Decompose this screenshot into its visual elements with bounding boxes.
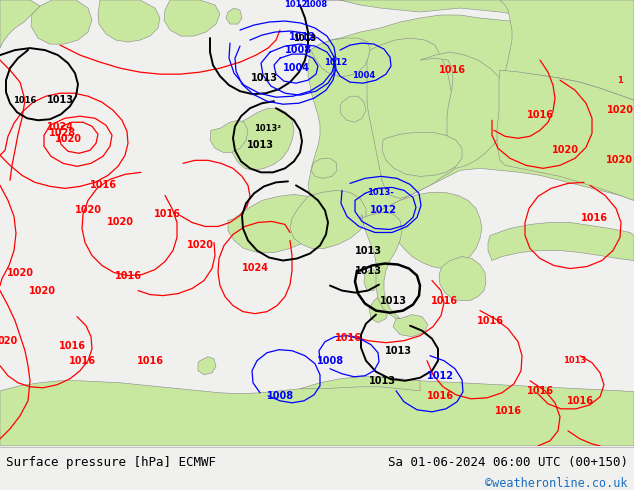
- Text: 1016: 1016: [58, 341, 86, 351]
- Text: 1013: 1013: [384, 346, 411, 356]
- Text: 1020: 1020: [75, 205, 101, 216]
- Text: 1016: 1016: [153, 209, 181, 220]
- Text: 1013: 1013: [247, 140, 273, 150]
- Text: 1013: 1013: [250, 73, 278, 83]
- Text: 1016: 1016: [526, 386, 553, 396]
- Text: 1016: 1016: [477, 316, 503, 326]
- Text: 1020: 1020: [552, 146, 578, 155]
- Text: 1020: 1020: [607, 105, 633, 115]
- Text: 1020: 1020: [107, 218, 134, 227]
- Text: 1012: 1012: [370, 205, 396, 216]
- Text: 020: 020: [0, 336, 18, 345]
- Text: 1020: 1020: [605, 155, 633, 165]
- Polygon shape: [290, 191, 366, 248]
- Polygon shape: [488, 222, 634, 261]
- Text: 1013: 1013: [380, 295, 406, 306]
- Polygon shape: [420, 52, 508, 169]
- Text: 1016: 1016: [89, 180, 117, 191]
- Polygon shape: [0, 381, 634, 446]
- Text: 1016: 1016: [115, 270, 141, 281]
- Polygon shape: [98, 0, 160, 42]
- Text: 1016: 1016: [567, 396, 593, 406]
- Polygon shape: [228, 195, 322, 252]
- Polygon shape: [360, 213, 402, 318]
- Text: 1012: 1012: [427, 371, 453, 381]
- Polygon shape: [31, 0, 92, 44]
- Text: 1013: 1013: [294, 34, 316, 43]
- Text: Surface pressure [hPa] ECMWF: Surface pressure [hPa] ECMWF: [6, 456, 216, 469]
- Polygon shape: [210, 120, 248, 152]
- Text: 1004: 1004: [353, 71, 375, 80]
- Text: 1013: 1013: [354, 245, 382, 255]
- Polygon shape: [0, 0, 40, 48]
- Polygon shape: [308, 15, 634, 221]
- Text: 1012: 1012: [325, 58, 347, 67]
- Text: 1013: 1013: [354, 266, 382, 275]
- Polygon shape: [380, 193, 482, 269]
- Text: 1020: 1020: [6, 268, 34, 277]
- Text: 1: 1: [617, 75, 623, 85]
- Text: 1004: 1004: [283, 63, 309, 73]
- Polygon shape: [231, 108, 294, 171]
- Text: 1013: 1013: [368, 376, 396, 386]
- Text: 1013²: 1013²: [254, 124, 281, 133]
- Text: 1016: 1016: [581, 214, 607, 223]
- Text: 1008: 1008: [285, 45, 313, 55]
- Text: ©weatheronline.co.uk: ©weatheronline.co.uk: [485, 477, 628, 490]
- Text: Sa 01-06-2024 06:00 UTC (00+150): Sa 01-06-2024 06:00 UTC (00+150): [387, 456, 628, 469]
- Polygon shape: [310, 38, 370, 76]
- Polygon shape: [497, 70, 634, 200]
- Polygon shape: [311, 158, 337, 178]
- Text: 1008: 1008: [316, 356, 344, 366]
- Text: 1016: 1016: [439, 65, 465, 75]
- Polygon shape: [340, 96, 366, 122]
- Text: 1016: 1016: [495, 406, 522, 416]
- Text: 1020: 1020: [55, 134, 82, 144]
- Text: 1012: 1012: [288, 32, 316, 42]
- Polygon shape: [364, 269, 378, 291]
- Text: 1028: 1028: [48, 128, 75, 138]
- Text: 1024: 1024: [242, 263, 269, 272]
- Text: 1016: 1016: [68, 356, 96, 366]
- Polygon shape: [439, 257, 486, 300]
- Text: 1013-: 1013-: [366, 188, 394, 197]
- Polygon shape: [164, 0, 220, 36]
- Polygon shape: [198, 357, 216, 375]
- Text: 1016: 1016: [136, 356, 164, 366]
- Polygon shape: [393, 315, 428, 337]
- Text: 1008: 1008: [266, 391, 294, 401]
- Text: 1008: 1008: [304, 0, 328, 8]
- Text: 1013: 1013: [564, 356, 586, 365]
- Text: 1016: 1016: [427, 391, 453, 401]
- Text: 1016: 1016: [430, 295, 458, 306]
- Text: 1013: 1013: [46, 95, 74, 105]
- Polygon shape: [500, 0, 634, 100]
- Text: 1020: 1020: [186, 241, 214, 250]
- Polygon shape: [320, 0, 634, 30]
- Text: 1024: 1024: [46, 122, 74, 132]
- Polygon shape: [226, 8, 242, 24]
- Text: 1020: 1020: [29, 286, 56, 295]
- Text: 1016: 1016: [13, 96, 37, 105]
- Text: 1012: 1012: [284, 0, 307, 8]
- Text: 1016: 1016: [526, 110, 553, 120]
- Text: 1016: 1016: [335, 333, 361, 343]
- Polygon shape: [367, 38, 463, 198]
- Polygon shape: [300, 377, 420, 391]
- Polygon shape: [369, 295, 389, 322]
- Polygon shape: [382, 132, 462, 176]
